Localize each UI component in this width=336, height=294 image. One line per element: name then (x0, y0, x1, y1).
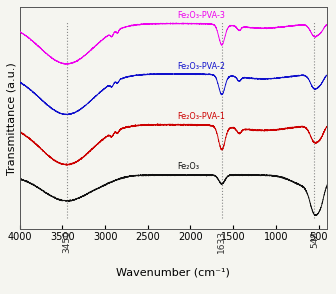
Text: 548: 548 (310, 230, 319, 248)
X-axis label: Wavenumber (cm⁻¹): Wavenumber (cm⁻¹) (117, 267, 230, 277)
Text: Fe₂O₃: Fe₂O₃ (178, 162, 200, 171)
Text: 1633: 1633 (217, 230, 226, 253)
Text: Fe₂O₃-PVA-3: Fe₂O₃-PVA-3 (178, 11, 225, 20)
Text: 3450: 3450 (62, 230, 71, 253)
Text: Fe₂O₃-PVA-2: Fe₂O₃-PVA-2 (178, 62, 226, 71)
Text: Fe₂O₃-PVA-1: Fe₂O₃-PVA-1 (178, 112, 225, 121)
Y-axis label: Transmittance (a.u.): Transmittance (a.u.) (7, 62, 17, 175)
